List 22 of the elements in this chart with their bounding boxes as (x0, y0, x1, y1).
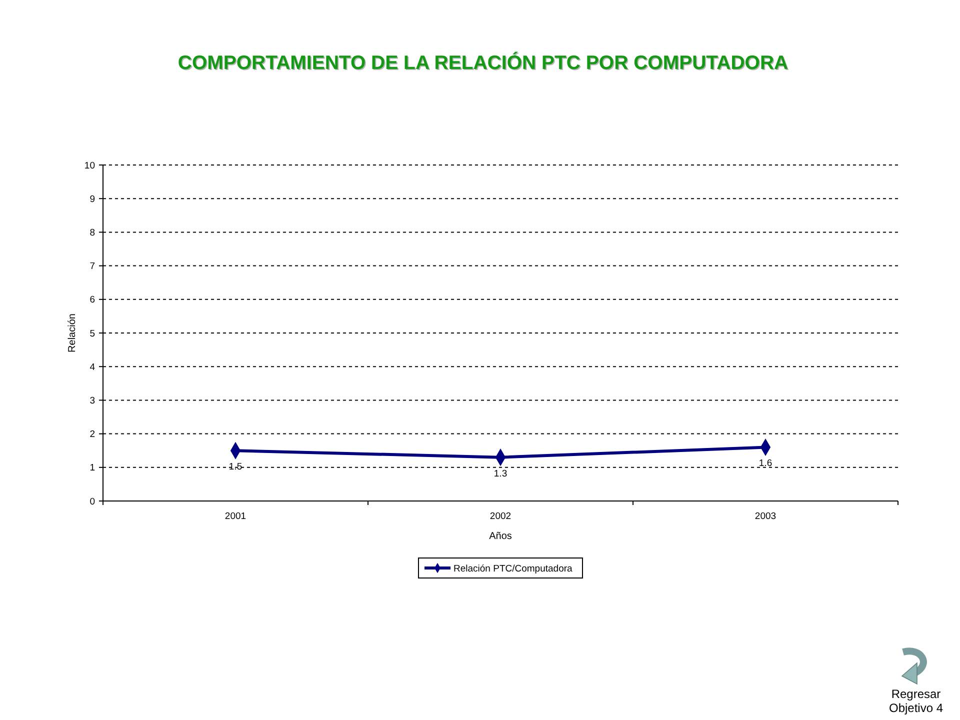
x-tick-label: 2003 (754, 511, 776, 522)
y-axis-title: Relación (67, 314, 78, 352)
y-tick-label: 2 (90, 429, 95, 440)
y-tick-label: 8 (90, 228, 95, 239)
y-tick-label: 10 (84, 160, 95, 172)
y-tick-label: 4 (90, 362, 95, 373)
x-axis-title: Años (489, 531, 512, 542)
y-tick-label: 7 (90, 261, 95, 272)
data-label: 1.5 (228, 462, 242, 473)
data-label: 1.6 (758, 458, 772, 470)
legend-label: Relación PTC/Computadora (454, 563, 574, 574)
y-tick-label: 0 (90, 496, 95, 508)
y-tick-label: 9 (90, 194, 95, 205)
y-tick-label: 1 (90, 462, 95, 474)
chart-title: COMPORTAMIENTO DE LA RELACIÓN PTC POR COMPUTADORA (178, 51, 788, 74)
x-tick-label: 2002 (490, 511, 512, 522)
data-label: 1.3 (494, 468, 508, 480)
y-tick-label: 5 (90, 328, 95, 340)
y-tick-label: 3 (90, 396, 95, 407)
x-tick-label: 2001 (224, 511, 246, 522)
y-tick-label: 6 (90, 294, 95, 306)
text: Regresar Objetivo 4 (888, 687, 944, 715)
